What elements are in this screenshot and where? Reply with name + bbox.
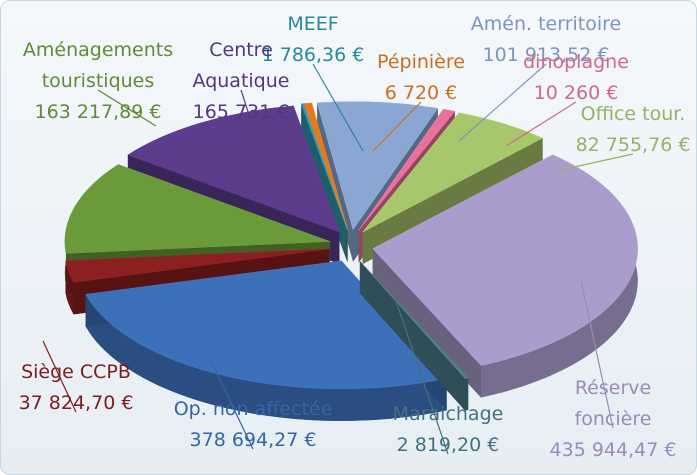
slice-name: Siège CCPB bbox=[21, 361, 131, 383]
slice-name: Aménagements touristiques bbox=[22, 39, 174, 92]
slice-top bbox=[359, 260, 469, 379]
slice-name: dinoplagne bbox=[523, 51, 629, 73]
slice-label: Pépinière 6 720 € bbox=[361, 47, 481, 109]
slice-label: Aménagements touristiques 163 217,89 € bbox=[8, 35, 188, 128]
slice-value: 37 824,70 € bbox=[18, 392, 134, 414]
slice-top bbox=[362, 112, 544, 233]
leader-line bbox=[312, 63, 364, 152]
slice-label: Centre Aquatique 165 731 € bbox=[186, 35, 296, 128]
slice-top bbox=[358, 108, 456, 231]
slice-top bbox=[316, 101, 439, 231]
slice-top bbox=[372, 154, 638, 366]
slice-value: 165 731 € bbox=[192, 101, 290, 123]
slice-label: Maraichage 2 819,20 € bbox=[378, 399, 518, 461]
slice-wall bbox=[303, 103, 348, 262]
slice-label: Amén. territoire 101 913,52 € bbox=[431, 9, 661, 71]
slice-name: Op. non affectée bbox=[173, 398, 333, 420]
slice-label: Réserve foncière 435 944,47 € bbox=[548, 373, 678, 466]
leader-line bbox=[505, 101, 577, 147]
slice-value: 163 217,89 € bbox=[34, 101, 162, 123]
slice-label: Op. non affectée 378 694,27 € bbox=[158, 394, 348, 456]
slice-name: Pépinière bbox=[377, 51, 465, 73]
slice-top bbox=[127, 105, 340, 233]
slice-label: MEEF 1 786,36 € bbox=[253, 9, 373, 71]
leader-line bbox=[580, 280, 614, 429]
slice-wall bbox=[372, 248, 482, 398]
leader-line bbox=[372, 101, 422, 152]
slice-value: 435 944,47 € bbox=[549, 439, 677, 461]
leader-line bbox=[210, 360, 254, 450]
slice-wall bbox=[359, 261, 466, 411]
slice-value: 378 694,27 € bbox=[189, 429, 317, 451]
slice-value: 1 786,36 € bbox=[261, 44, 365, 66]
slice-value: 82 755,76 € bbox=[575, 134, 691, 156]
slice-label: Siège CCPB 37 824,70 € bbox=[1, 357, 151, 419]
slice-name: Amén. territoire bbox=[470, 13, 622, 35]
slice-rim bbox=[481, 154, 638, 398]
slice bbox=[359, 260, 469, 411]
slice bbox=[85, 260, 448, 421]
leader-line bbox=[240, 89, 252, 122]
leader-line bbox=[555, 153, 634, 172]
slice-top bbox=[64, 164, 330, 254]
slice-label: dinoplagne 10 260 € bbox=[511, 47, 641, 109]
slice-top bbox=[85, 260, 448, 390]
slice-value: 10 260 € bbox=[533, 82, 619, 104]
slice-name: MEEF bbox=[287, 13, 339, 35]
slice-top bbox=[65, 248, 330, 283]
slice-label: Office tour. 82 755,76 € bbox=[563, 99, 696, 161]
slice-top bbox=[300, 103, 348, 230]
slice-name: Centre Aquatique bbox=[192, 39, 290, 92]
slice-rim bbox=[85, 294, 447, 421]
slice-value: 101 913,52 € bbox=[482, 44, 610, 66]
slice-top bbox=[303, 102, 348, 230]
leader-line bbox=[97, 89, 157, 127]
leader-line bbox=[395, 300, 449, 455]
slice bbox=[372, 154, 638, 398]
slice-name: Maraichage bbox=[392, 403, 504, 425]
slice-name: Réserve foncière bbox=[574, 377, 652, 430]
leader-line bbox=[458, 63, 547, 142]
slice-value: 2 819,20 € bbox=[396, 434, 500, 456]
slice-name: Office tour. bbox=[580, 103, 686, 125]
leader-line bbox=[42, 340, 77, 413]
slice-value: 6 720 € bbox=[384, 82, 458, 104]
